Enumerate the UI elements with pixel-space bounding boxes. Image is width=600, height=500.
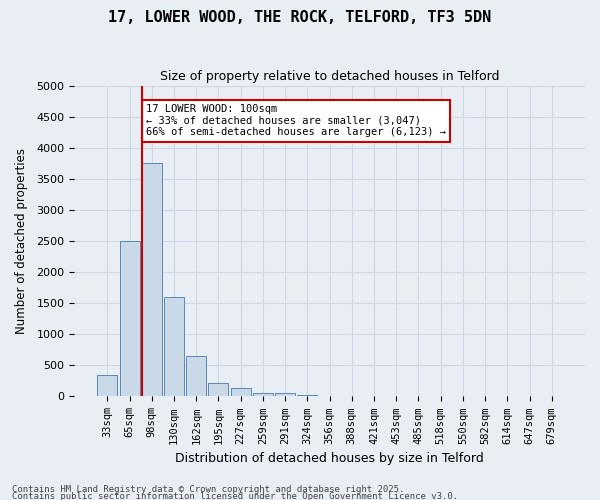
Title: Size of property relative to detached houses in Telford: Size of property relative to detached ho… [160, 70, 499, 83]
Bar [253, 392, 273, 396]
Bar [231, 388, 251, 396]
Text: Contains HM Land Registry data © Crown copyright and database right 2025.: Contains HM Land Registry data © Crown c… [12, 486, 404, 494]
Bar [275, 394, 295, 396]
Bar [164, 297, 184, 396]
Bar [208, 383, 229, 396]
Bar [119, 241, 140, 396]
Bar [142, 164, 162, 396]
X-axis label: Distribution of detached houses by size in Telford: Distribution of detached houses by size … [175, 452, 484, 465]
Text: 17 LOWER WOOD: 100sqm
← 33% of detached houses are smaller (3,047)
66% of semi-d: 17 LOWER WOOD: 100sqm ← 33% of detached … [146, 104, 446, 138]
Y-axis label: Number of detached properties: Number of detached properties [15, 148, 28, 334]
Text: 17, LOWER WOOD, THE ROCK, TELFORD, TF3 5DN: 17, LOWER WOOD, THE ROCK, TELFORD, TF3 5… [109, 10, 491, 25]
Text: Contains public sector information licensed under the Open Government Licence v3: Contains public sector information licen… [12, 492, 458, 500]
Bar [186, 356, 206, 397]
Bar [97, 374, 118, 396]
Bar [298, 395, 317, 396]
